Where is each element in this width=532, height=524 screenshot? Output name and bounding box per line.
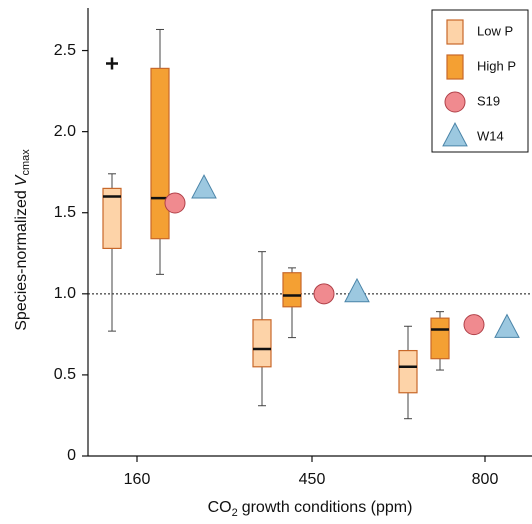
x-tick-label: 800 [472, 471, 499, 488]
x-label-sub: 2 [232, 507, 238, 519]
box [102, 187, 122, 250]
box [150, 67, 170, 240]
point-triangle [344, 277, 370, 303]
point-circle [463, 314, 485, 336]
point-triangle [191, 174, 217, 199]
y-tick-label: 0.5 [54, 366, 76, 383]
box [398, 349, 418, 394]
point-triangle [494, 313, 520, 338]
point-circle [313, 283, 335, 305]
legend-swatch [446, 54, 464, 80]
legend-label: S19 [477, 93, 500, 108]
x-label-text: growth conditions (ppm) [242, 499, 413, 516]
point-circle [164, 192, 186, 214]
outlier [106, 57, 118, 70]
legend-label: W14 [477, 128, 504, 143]
y-tick-label: 2.0 [54, 123, 76, 140]
y-label-sub: cmax [20, 149, 32, 176]
y-tick-label: 1.5 [54, 204, 76, 221]
y-label-var: V [13, 174, 30, 186]
box [282, 272, 302, 308]
legend-swatch [442, 122, 468, 147]
x-tick-label: 450 [299, 471, 326, 488]
x-axis-label: CO2 growth conditions (ppm) [208, 499, 413, 519]
legend-label: Low P [477, 23, 513, 38]
box [430, 317, 450, 360]
legend-swatch [444, 91, 466, 113]
x-tick-label: 160 [124, 471, 151, 488]
legend-swatch [446, 19, 464, 45]
x-label-text: CO [208, 499, 232, 516]
y-axis-label: Species-normalized Vcmax [13, 149, 32, 331]
box [252, 319, 272, 368]
y-tick-label: 1.0 [54, 285, 76, 302]
y-tick-label: 2.5 [54, 42, 76, 59]
y-label-text: Species-normalized [13, 190, 30, 331]
y-tick-label: 0 [67, 447, 76, 464]
legend-label: High P [477, 58, 516, 73]
